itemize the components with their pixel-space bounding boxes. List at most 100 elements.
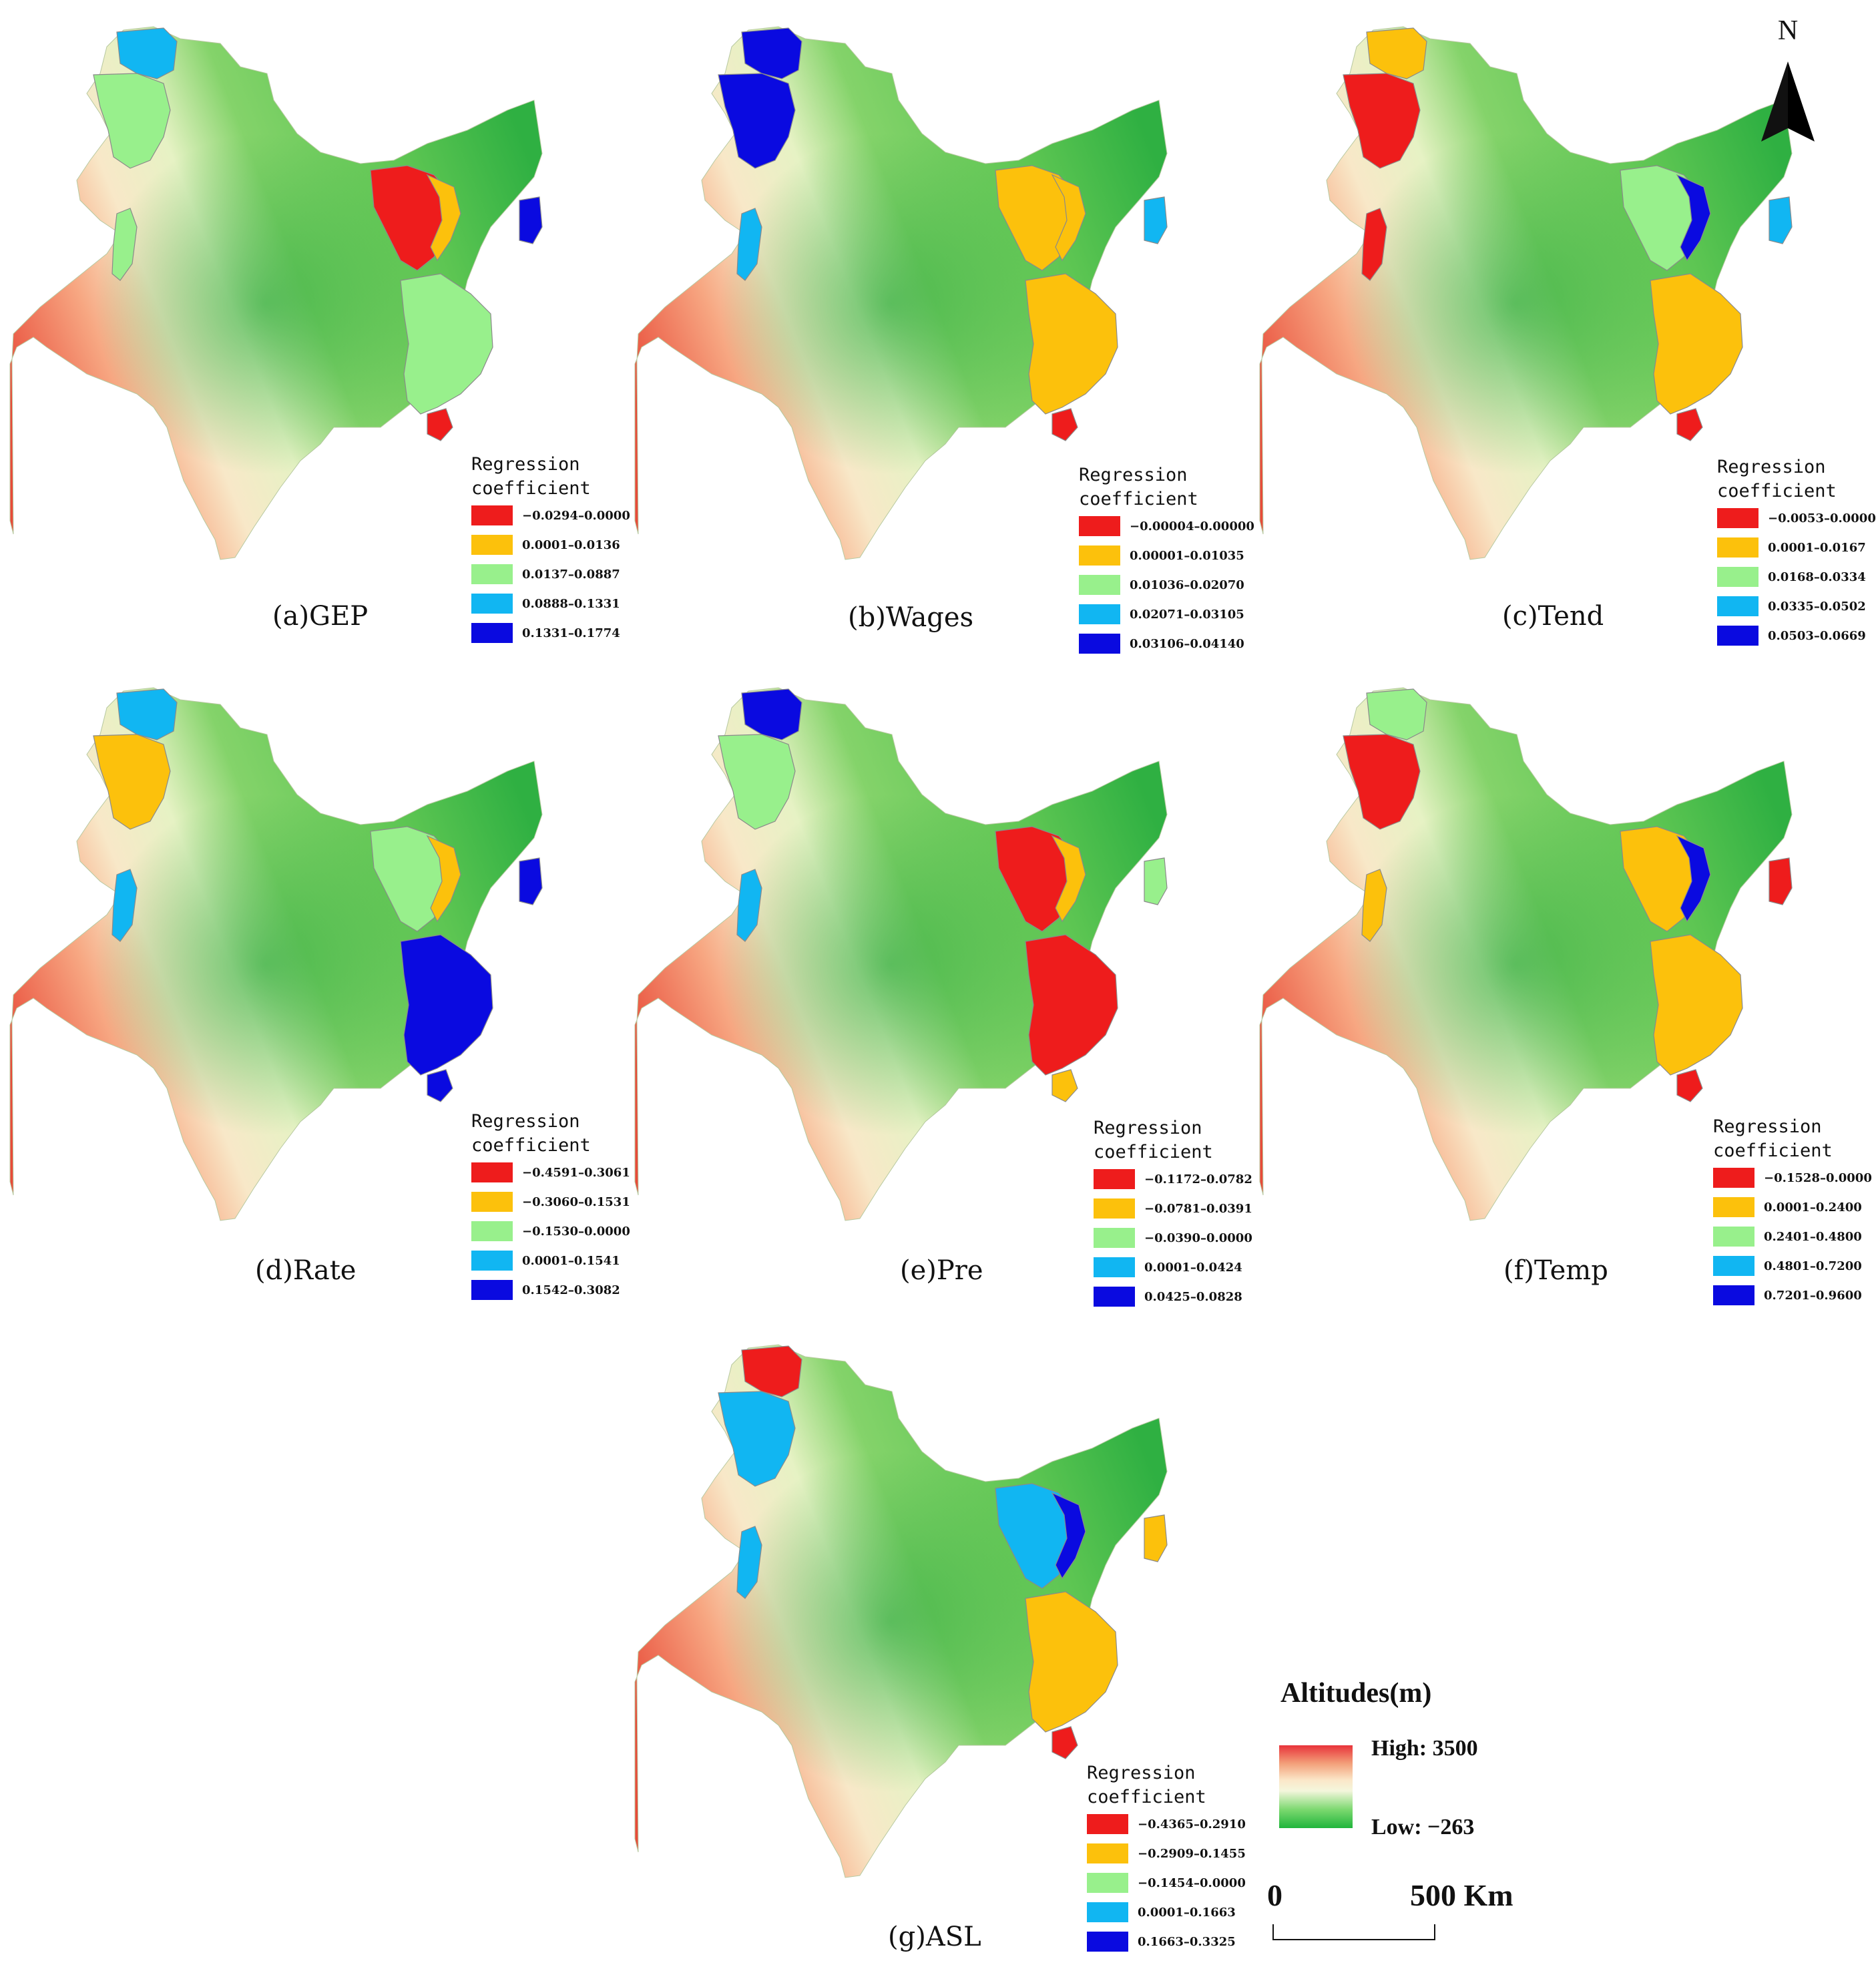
county-zone-westStrip — [111, 869, 138, 942]
scale-start-label: 0 — [1267, 1878, 1282, 1912]
county-zone-southTip — [1051, 408, 1078, 441]
county-zone-centerEdge — [426, 174, 461, 262]
regression-legend: Regression coefficient −0.1172–0.0782 −0… — [1094, 1116, 1294, 1311]
county-zone-center — [995, 165, 1076, 271]
legend-label: −0.1454–0.0000 — [1138, 1876, 1246, 1890]
county-zone-center — [995, 1483, 1076, 1589]
county-zone-centerEdge — [1676, 174, 1711, 262]
county-zone-centerEdge — [1676, 835, 1711, 923]
county-zone-north — [741, 1345, 802, 1397]
county-zone-south — [1025, 1591, 1118, 1733]
county-zone-north — [1366, 688, 1427, 740]
map-panel-gep: Regression coefficient −0.0294–0.0000 0.… — [0, 0, 630, 643]
regression-legend: Regression coefficient −0.00004–0.00000 … — [1079, 463, 1279, 658]
county-zone-southTip — [1676, 1069, 1703, 1102]
panel-caption: (e)Pre — [900, 1255, 983, 1286]
panel-caption: (d)Rate — [255, 1255, 357, 1286]
legend-title: Regression coefficient — [1087, 1763, 1206, 1807]
county-zone-east — [1769, 857, 1793, 905]
legend-swatch-class3 — [1717, 567, 1758, 587]
legend-label: −0.0390–0.0000 — [1144, 1231, 1252, 1245]
county-zone-south — [1650, 934, 1743, 1076]
county-zone-north — [1366, 27, 1427, 79]
legend-title: Regression coefficient — [1094, 1118, 1213, 1162]
legend-swatch-class3 — [1087, 1873, 1128, 1893]
legend-label: −0.1530–0.0000 — [522, 1224, 630, 1239]
county-zone-westStrip — [736, 208, 762, 281]
county-zone-east — [1144, 1514, 1168, 1562]
legend-title: Regression coefficient — [471, 454, 591, 499]
legend-swatch-class5 — [1717, 626, 1758, 646]
county-zone-centerEdge — [1051, 835, 1086, 923]
north-label: N — [1777, 15, 1799, 46]
county-zone-center — [370, 826, 451, 932]
legend-label: 0.1331–0.1774 — [522, 626, 620, 640]
terrain-map — [634, 1344, 1168, 1878]
regression-legend: Regression coefficient −0.0294–0.0000 0.… — [471, 453, 672, 648]
legend-swatch-class4 — [471, 594, 513, 614]
scale-end-label: 500 Km — [1410, 1878, 1513, 1912]
legend-label: −0.3060–0.1531 — [522, 1194, 630, 1209]
legend-swatch-class4 — [1713, 1256, 1754, 1276]
county-zone-center — [370, 165, 451, 271]
legend-title: Regression coefficient — [1713, 1116, 1833, 1161]
legend-swatch-class2 — [471, 1192, 513, 1212]
county-zone-centerEdge — [1051, 1492, 1086, 1580]
county-zone-northwest — [718, 734, 796, 830]
legend-label: 0.0001–0.0424 — [1144, 1260, 1242, 1275]
county-zone-westStrip — [736, 1526, 762, 1599]
scale-bar-line — [1272, 1924, 1435, 1940]
panel-caption: (b)Wages — [848, 602, 974, 633]
map-panel-temp: Regression coefficient −0.1528–0.0000 0.… — [1250, 661, 1872, 1305]
county-zone-south — [1650, 273, 1743, 415]
county-zone-north — [116, 688, 178, 740]
panel-caption: (g)ASL — [888, 1922, 981, 1952]
legend-label: 0.0888–0.1331 — [522, 596, 620, 611]
county-zone-centerEdge — [1051, 174, 1086, 262]
altitude-color-ramp — [1279, 1745, 1353, 1828]
legend-label: 0.7201–0.9600 — [1764, 1288, 1862, 1303]
legend-swatch-class3 — [471, 564, 513, 584]
regression-legend: Regression coefficient −0.1528–0.0000 0.… — [1713, 1115, 1876, 1310]
legend-label: 0.1663–0.3325 — [1138, 1934, 1236, 1949]
legend-label: 0.0001–0.1541 — [522, 1253, 620, 1268]
legend-label: −0.0781–0.0391 — [1144, 1201, 1252, 1216]
map-panel-rate: Regression coefficient −0.4591–0.3061 −0… — [0, 661, 630, 1302]
legend-label: 0.0168–0.0334 — [1768, 570, 1866, 584]
legend-label: 0.02071–0.03105 — [1130, 607, 1244, 622]
legend-label: −0.1528–0.0000 — [1764, 1170, 1872, 1185]
legend-swatch-class2 — [471, 535, 513, 555]
county-zone-northwest — [93, 734, 171, 830]
county-zone-northwest — [1343, 73, 1421, 169]
legend-label: 0.03106–0.04140 — [1130, 636, 1244, 651]
legend-swatch-class5 — [471, 1280, 513, 1300]
legend-swatch-class3 — [1079, 575, 1120, 595]
legend-swatch-class3 — [471, 1221, 513, 1241]
legend-label: −0.00004–0.00000 — [1130, 519, 1254, 533]
county-zone-centerEdge — [426, 835, 461, 923]
regression-legend: Regression coefficient −0.0053–0.0000 0.… — [1717, 455, 1876, 650]
legend-label: 0.0335–0.0502 — [1768, 599, 1866, 614]
county-zone-south — [400, 273, 493, 415]
legend-label: −0.0053–0.0000 — [1768, 511, 1876, 525]
legend-swatch-class4 — [1717, 596, 1758, 616]
legend-swatch-class1 — [1717, 508, 1758, 528]
county-zone-south — [1025, 934, 1118, 1076]
legend-label: −0.4591–0.3061 — [522, 1165, 630, 1180]
legend-swatch-class1 — [1094, 1169, 1135, 1189]
legend-label: 0.0001–0.2400 — [1764, 1200, 1862, 1215]
legend-swatch-class3 — [1713, 1227, 1754, 1247]
legend-swatch-class2 — [1079, 545, 1120, 566]
county-zone-southTip — [1051, 1069, 1078, 1102]
legend-title: Regression coefficient — [1079, 465, 1198, 509]
legend-swatch-class2 — [1717, 537, 1758, 558]
county-zone-south — [1025, 273, 1118, 415]
legend-title: Regression coefficient — [1717, 457, 1837, 501]
legend-swatch-class4 — [1079, 604, 1120, 624]
terrain-map — [634, 687, 1168, 1221]
legend-swatch-class5 — [1079, 634, 1120, 654]
panel-caption: (c)Tend — [1502, 601, 1604, 632]
north-arrow: N — [1754, 15, 1821, 142]
legend-label: 0.0137–0.0887 — [522, 567, 620, 582]
legend-swatch-class4 — [1087, 1902, 1128, 1922]
